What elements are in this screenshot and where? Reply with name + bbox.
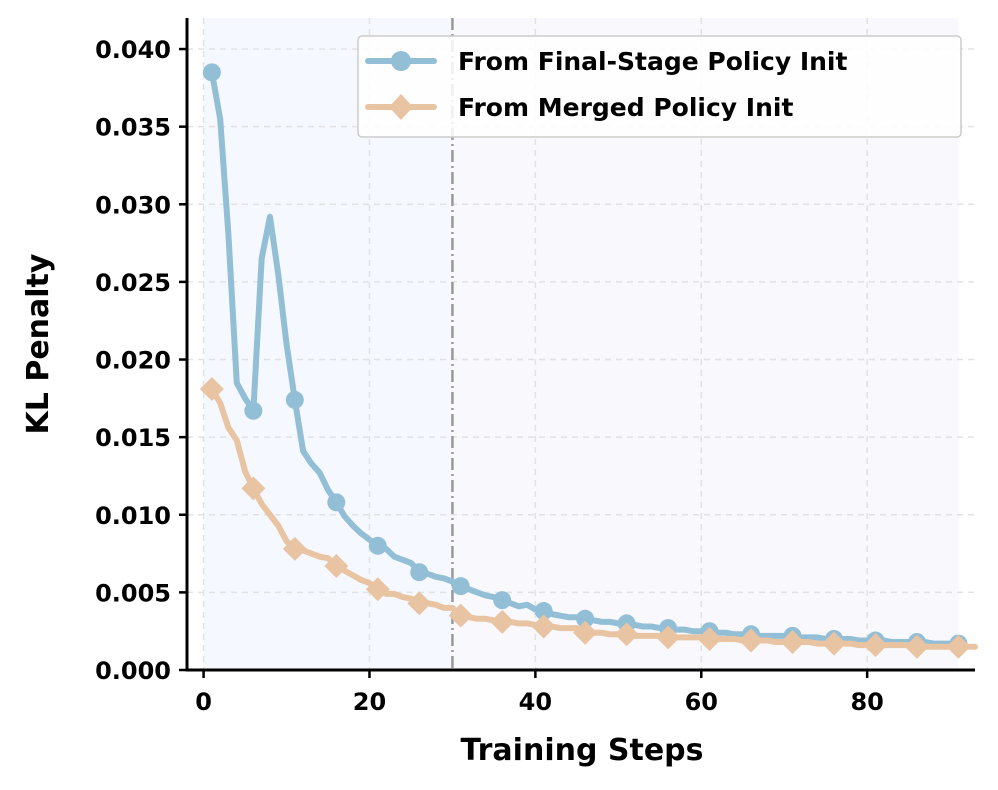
- y-tick-label-3: 0.015: [95, 424, 171, 452]
- series-0-point-9: [576, 609, 595, 628]
- series-1: [199, 377, 978, 659]
- series-1-point-2: [282, 536, 307, 561]
- y-tick-label-2: 0.010: [95, 502, 171, 530]
- series-1-point-12: [697, 626, 722, 651]
- series-0-point-7: [493, 591, 512, 610]
- series-1-point-0: [199, 377, 224, 402]
- x-tick-label-0: 0: [195, 688, 212, 716]
- x-tick-label-3: 60: [685, 688, 718, 716]
- y-tick-label-0: 0.000: [95, 657, 171, 685]
- y-tick-label-7: 0.035: [95, 114, 171, 142]
- legend-label-merged: From Merged Policy Init: [458, 93, 793, 122]
- series-1-point-3: [324, 553, 349, 578]
- x-tick-label-2: 40: [519, 688, 552, 716]
- series-1-point-8: [531, 614, 556, 639]
- legend: From Final-Stage Policy Init From Merged…: [357, 35, 962, 138]
- y-axis-ticks: 0.000 0.005 0.010 0.015 0.020 0.025 0.030 0.035…: [95, 36, 187, 685]
- x-tick-label-4: 80: [850, 688, 883, 716]
- series-1-point-16: [863, 633, 888, 658]
- legend-marker-final-stage: [391, 51, 411, 71]
- series-1-point-6: [448, 603, 473, 628]
- series-1-point-10: [614, 622, 639, 647]
- y-tick-label-4: 0.020: [95, 347, 171, 375]
- series-1-point-9: [573, 620, 598, 645]
- legend-frame: [357, 35, 962, 138]
- x-tick-label-1: 20: [353, 688, 386, 716]
- series-1-point-5: [407, 591, 432, 616]
- series-1-point-14: [780, 630, 805, 655]
- series-1-point-18: [946, 634, 971, 659]
- series-1-point-13: [739, 628, 764, 653]
- y-tick-label-1: 0.005: [95, 579, 171, 607]
- series-0-point-5: [410, 563, 429, 582]
- series-1-point-4: [365, 577, 390, 602]
- series-0-point-6: [451, 577, 470, 596]
- series-1-point-1: [241, 476, 266, 501]
- series-1-point-17: [904, 634, 929, 659]
- series-1-point-7: [490, 609, 515, 634]
- series-0-point-2: [285, 390, 304, 409]
- y-tick-label-5: 0.025: [95, 269, 171, 297]
- series-0-point-1: [244, 401, 263, 420]
- series-0-point-0: [202, 63, 221, 82]
- legend-label-final-stage: From Final-Stage Policy Init: [458, 47, 848, 76]
- series-1-point-15: [821, 631, 846, 656]
- series-0-point-3: [327, 493, 346, 512]
- legend-marker-merged: [389, 94, 413, 120]
- y-tick-label-6: 0.030: [95, 191, 171, 219]
- x-axis-title: Training Steps: [460, 733, 703, 768]
- series-0-point-4: [368, 536, 387, 555]
- series-lines: [199, 63, 978, 659]
- series-1-point-11: [656, 625, 681, 650]
- y-axis-title: KL Penalty: [21, 253, 56, 434]
- y-tick-label-8: 0.040: [95, 36, 171, 64]
- x-axis-ticks: 0 20 40 60 80: [195, 670, 884, 716]
- grid-lines: [187, 18, 975, 671]
- series-0-point-8: [534, 602, 553, 621]
